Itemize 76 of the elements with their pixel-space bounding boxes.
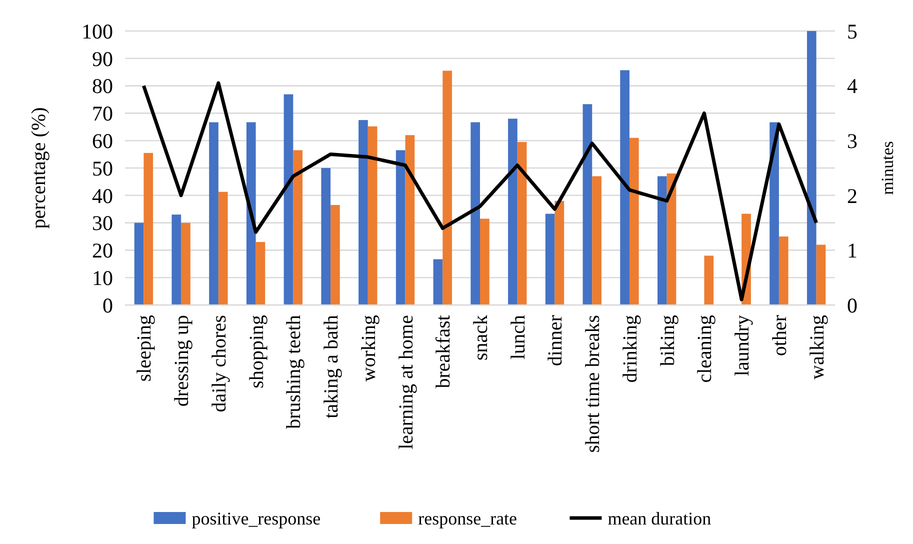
y-tick-label: 60 xyxy=(92,128,113,153)
bar xyxy=(508,118,518,305)
y-tick-label: 0 xyxy=(102,293,113,318)
bar xyxy=(770,122,779,305)
line-series xyxy=(142,81,818,302)
bar xyxy=(816,244,826,305)
y-tick-label: 70 xyxy=(92,102,113,126)
x-tick-label: taking a bath xyxy=(320,315,343,418)
bar xyxy=(704,256,714,305)
x-tick-label: dinner xyxy=(544,314,567,366)
x-tick-label: sleeping xyxy=(134,315,156,382)
x-tick-label: breakfast xyxy=(432,314,455,388)
x-tick-label: dressing up xyxy=(171,315,194,407)
y-tick-label: 100 xyxy=(82,19,113,44)
bar xyxy=(321,168,331,305)
y2-tick-label: 5 xyxy=(847,19,858,44)
bar xyxy=(246,122,256,305)
x-tick-label: drinking xyxy=(619,315,642,383)
y2-tick-label: 4 xyxy=(847,74,858,98)
bar xyxy=(256,242,266,305)
y2-axis-title: minutes xyxy=(878,141,897,195)
bar xyxy=(293,150,302,305)
y-axis-title: percentage (%) xyxy=(28,107,50,229)
bar xyxy=(442,70,452,305)
y2-tick-label: 3 xyxy=(847,128,858,153)
x-tick-label: short time breaks xyxy=(582,314,604,453)
bar xyxy=(358,120,368,305)
y-tick-label: 50 xyxy=(92,156,113,180)
bar xyxy=(368,126,378,305)
bar xyxy=(330,204,340,305)
x-tick-label: snack xyxy=(470,315,492,361)
bar xyxy=(172,214,182,305)
bar xyxy=(433,259,443,305)
x-tick-label: learning at home xyxy=(395,314,418,450)
bar xyxy=(517,142,527,305)
bar xyxy=(545,214,555,305)
bar xyxy=(778,236,788,305)
bar xyxy=(396,150,406,305)
x-tick-label: biking xyxy=(656,315,679,366)
x-tick-label: other xyxy=(768,314,791,356)
bar xyxy=(405,135,415,305)
bar xyxy=(209,122,218,305)
bar xyxy=(181,222,190,305)
legend-label: mean duration xyxy=(608,508,712,528)
y-tick-label: 10 xyxy=(92,266,113,290)
bar xyxy=(144,152,154,305)
x-tick-label: working xyxy=(358,315,380,382)
bar xyxy=(218,192,228,305)
bar xyxy=(284,94,294,305)
bar xyxy=(582,104,592,305)
y-tick-label: 30 xyxy=(92,211,113,236)
y2-tick-label: 2 xyxy=(847,184,858,208)
legend-label: positive_response xyxy=(192,508,321,528)
y-tick-label: 20 xyxy=(92,238,113,263)
x-tick-label: laundry xyxy=(732,315,754,376)
y-tick-label: 90 xyxy=(92,46,113,71)
y2-tick-label: 0 xyxy=(847,293,858,318)
bar xyxy=(134,222,144,305)
x-tick-label: shopping xyxy=(246,315,268,388)
legend-label: response_rate xyxy=(418,508,518,528)
bar xyxy=(554,200,564,305)
bar xyxy=(480,218,490,305)
y-tick-label: 80 xyxy=(92,74,113,98)
x-tick-label: cleaning xyxy=(694,315,716,383)
bar xyxy=(806,31,816,305)
bar xyxy=(592,176,602,305)
bar xyxy=(620,70,630,305)
x-tick-label: daily chores xyxy=(208,314,230,412)
x-tick-label: lunch xyxy=(507,315,530,360)
x-tick-label: walking xyxy=(806,315,828,380)
bar xyxy=(629,138,639,305)
x-tick-label: brushing teeth xyxy=(283,315,306,429)
bar xyxy=(470,122,480,305)
y2-tick-label: 1 xyxy=(847,238,858,263)
bar xyxy=(658,176,667,305)
y-tick-label: 40 xyxy=(92,184,113,208)
